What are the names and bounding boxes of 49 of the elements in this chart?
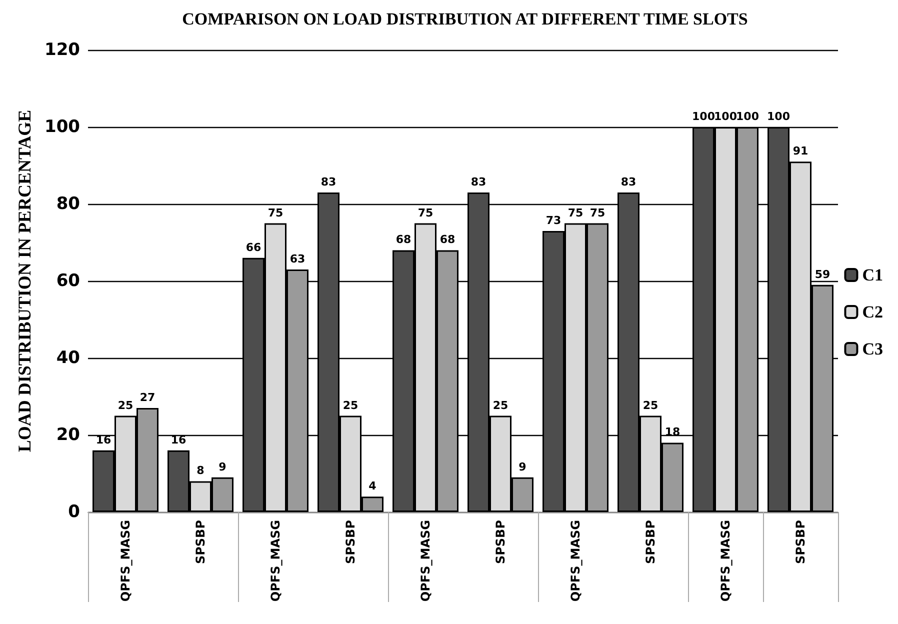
data-label: 68	[440, 233, 456, 246]
data-label: 100	[714, 110, 738, 123]
y-tick-label: 0	[68, 502, 80, 522]
data-label: 75	[268, 206, 284, 220]
data-label: 66	[246, 240, 262, 254]
y-tick-label: 120	[44, 40, 80, 60]
x-tick-label: QPFS_MASG	[268, 520, 282, 602]
y-tick-label: 40	[56, 348, 80, 368]
x-tick-label: QPFS_MASG	[568, 520, 582, 602]
data-label: 83	[470, 175, 486, 188]
data-label: 25	[118, 398, 134, 412]
x-tick-label: SPSBP	[494, 520, 508, 564]
data-label: 63	[290, 252, 306, 266]
x-tick-label: SPSBP	[794, 520, 808, 564]
data-label: 4	[368, 480, 377, 493]
data-label: 100	[736, 110, 760, 123]
x-tick-label: QPFS_MASG	[718, 520, 732, 602]
chart-title: COMPARISON ON LOAD DISTRIBUTION AT DIFFERENT TIME SLOTS	[182, 10, 748, 28]
legend-label: C3	[862, 340, 884, 358]
data-label: 75	[418, 206, 434, 220]
y-tick-label: 100	[44, 117, 80, 137]
x-tick-label: QPFS_MASG	[118, 520, 132, 602]
x-tick-label: SPSBP	[344, 520, 358, 564]
data-label: 9	[218, 460, 226, 474]
data-label: 27	[140, 391, 156, 404]
y-tick-label: 60	[56, 271, 80, 291]
data-label: 73	[546, 214, 562, 227]
legend-label: C1	[862, 266, 884, 284]
data-label: 25	[642, 398, 658, 412]
data-label: 75	[568, 206, 584, 220]
data-label: 91	[792, 144, 808, 158]
data-label: 83	[320, 175, 336, 188]
data-label: 59	[814, 268, 830, 281]
y-axis-title: LOAD DISTRIBUTION IN PERCENTAGE	[14, 110, 35, 452]
data-label: 100	[692, 110, 716, 123]
y-tick-label: 20	[56, 425, 80, 445]
legend-label: C2	[862, 302, 884, 322]
data-label: 9	[518, 460, 526, 474]
data-label: 100	[767, 110, 790, 123]
x-tick-label: SPSBP	[194, 520, 208, 564]
data-label: 83	[620, 175, 636, 188]
x-tick-label: SPSBP	[644, 520, 658, 564]
data-label: 75	[590, 206, 606, 220]
data-label: 68	[396, 233, 412, 246]
y-tick-label: 80	[56, 194, 80, 214]
data-label: 8	[196, 464, 204, 478]
x-tick-label: QPFS_MASG	[418, 520, 432, 602]
data-label: 25	[342, 398, 358, 412]
data-label: 25	[492, 398, 508, 412]
